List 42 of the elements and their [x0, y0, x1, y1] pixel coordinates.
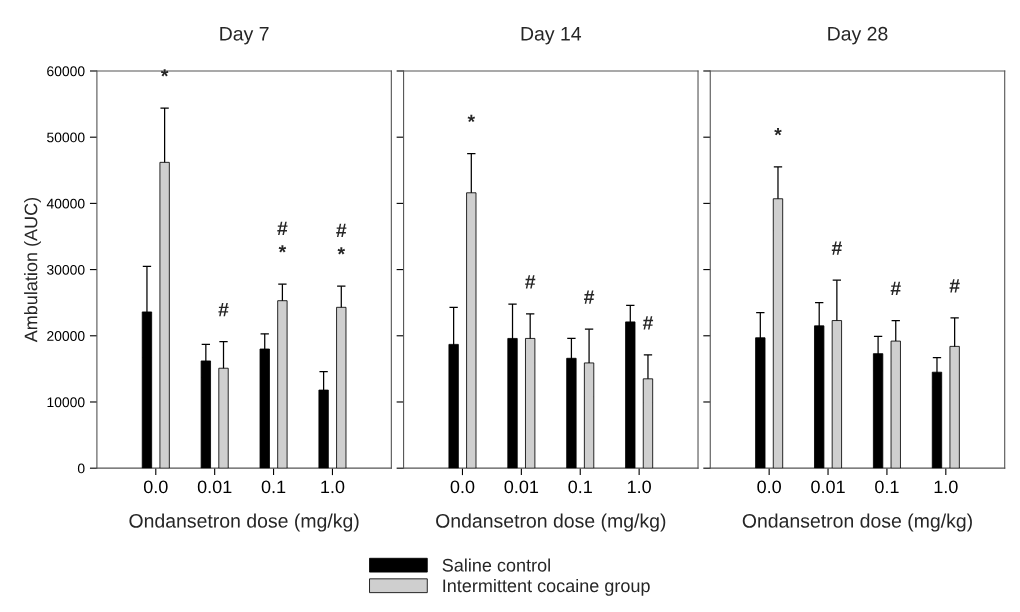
x-tick-label: 0.0: [450, 480, 475, 494]
x-axis-title: Ondansetron dose (mg/kg): [129, 513, 359, 532]
x-tick-label: 0.01: [197, 480, 232, 494]
annotation: #: [831, 241, 842, 255]
chart-title: Day 7: [220, 27, 269, 45]
annotation: *: [774, 128, 782, 136]
x-tick-label: 0.0: [143, 480, 168, 494]
y-tick-label: 20000: [47, 331, 85, 341]
x-tick-label: 0.1: [875, 480, 899, 494]
annotation: *: [467, 114, 476, 123]
annotation: #: [890, 281, 901, 296]
annotation: #: [277, 221, 288, 236]
legend-label: Saline control: [442, 558, 550, 572]
y-tick-label: 0: [77, 463, 85, 474]
y-axis-title: Ambulation (AUC): [24, 197, 41, 343]
annotation: #: [584, 290, 595, 304]
y-tick-label: 30000: [47, 264, 85, 275]
annotation: #: [336, 223, 347, 237]
annotation: #: [642, 316, 654, 330]
annotation: #: [525, 275, 536, 289]
x-tick-label: 1.0: [627, 480, 651, 494]
x-tick-label: 0.1: [261, 480, 286, 494]
x-tick-label: 0.01: [504, 480, 539, 494]
annotation: *: [278, 245, 287, 253]
y-tick-label: 60000: [47, 66, 85, 77]
annotation: #: [949, 279, 960, 293]
chart-title: Day 14: [521, 27, 582, 45]
x-axis-title: Ondansetron dose (mg/kg): [742, 513, 972, 532]
annotation: #: [218, 302, 229, 317]
legend-label: Intermittent cocaine group: [443, 578, 650, 596]
x-tick-label: 1.0: [321, 480, 345, 494]
annotation: *: [160, 69, 169, 77]
x-tick-label: 0.1: [568, 480, 592, 494]
x-axis-title: Ondansetron dose (mg/kg): [436, 513, 666, 532]
y-tick-label: 10000: [47, 397, 85, 408]
annotation: *: [337, 247, 346, 255]
chart-title: Day 28: [828, 26, 888, 45]
x-tick-label: 0.0: [757, 480, 781, 494]
x-tick-label: 1.0: [934, 480, 958, 494]
y-tick-label: 50000: [47, 132, 85, 143]
y-tick-label: 40000: [46, 198, 85, 209]
x-tick-label: 0.01: [811, 480, 845, 494]
